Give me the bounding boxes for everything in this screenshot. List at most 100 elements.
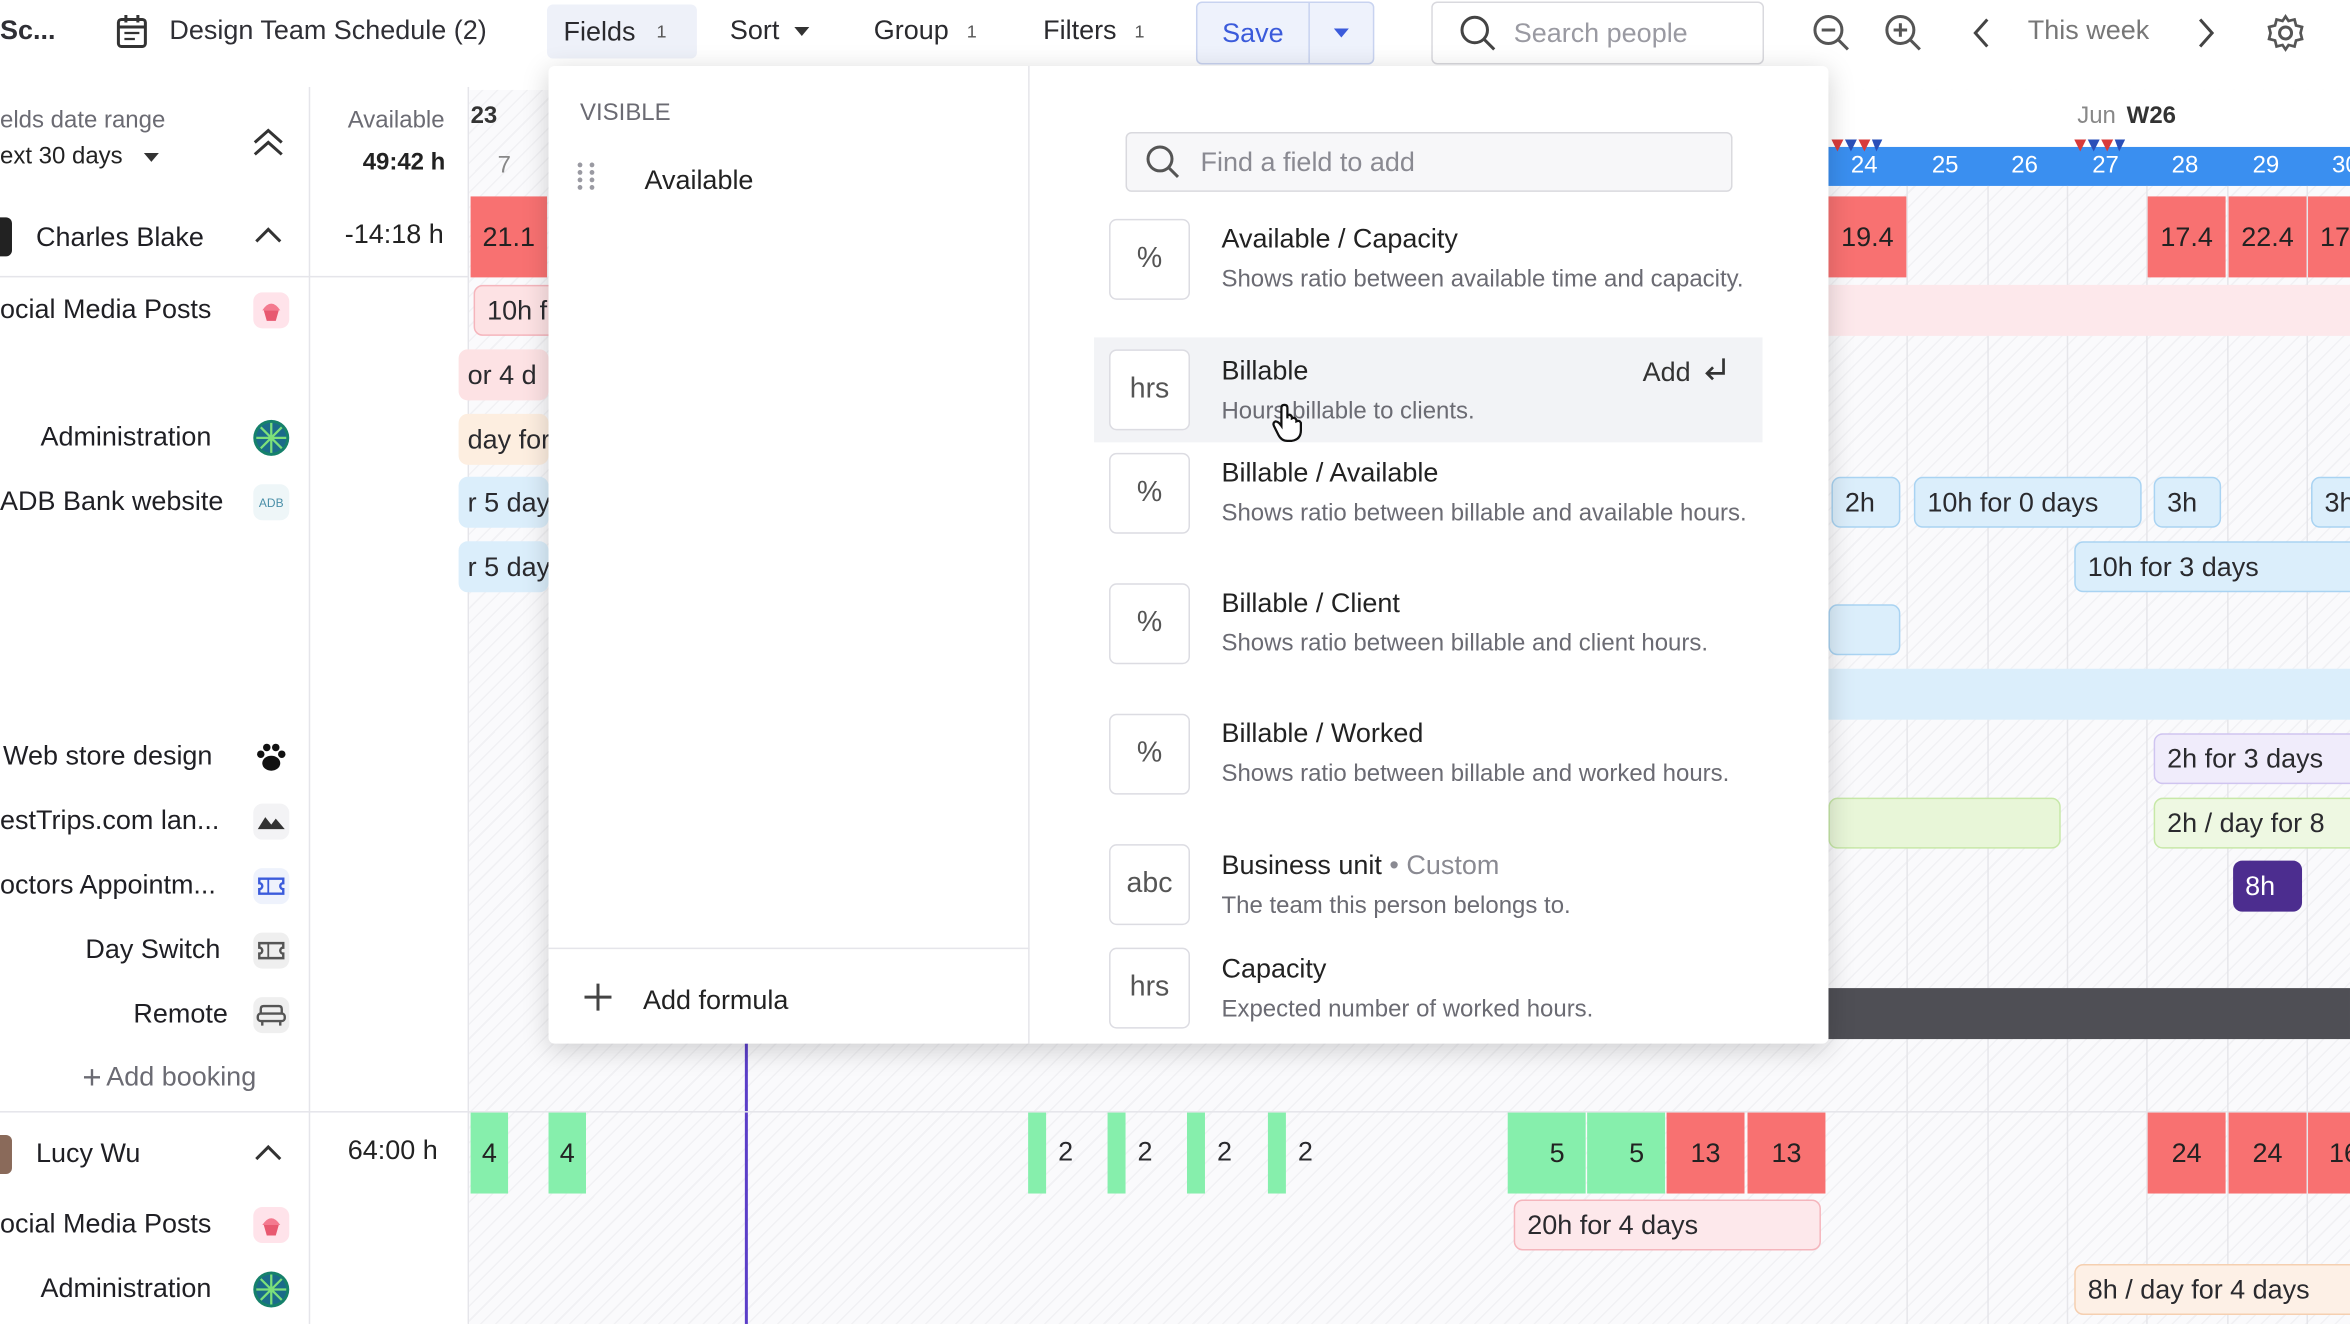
save-options-button[interactable]	[1310, 28, 1373, 38]
calendar-icon	[115, 13, 148, 56]
search-placeholder: Search people	[1513, 17, 1688, 48]
capacity-cell[interactable]	[1186, 1112, 1205, 1194]
people-panel: elds date range ext 30 days Available 49…	[0, 86, 470, 1324]
cupcake-icon	[253, 1207, 290, 1244]
project-web-store-design[interactable]: Web store design	[2, 740, 213, 771]
booking-bar[interactable]	[1828, 284, 2350, 336]
capacity-cell[interactable]: 21.1	[470, 196, 548, 278]
capacity-cell[interactable]	[1107, 1112, 1126, 1194]
capacity-cell[interactable]: 24	[2147, 1112, 2226, 1194]
adb-logo-icon: ADB	[253, 484, 290, 521]
booking-bar[interactable]: 10h for 0 days	[1913, 476, 2142, 528]
top-toolbar: Sc... Design Team Schedule (2) Fields 1 …	[0, 0, 2350, 66]
booking-bar[interactable]: day for	[458, 413, 549, 465]
capacity-cell[interactable]: 13	[1666, 1112, 1745, 1194]
gear-icon[interactable]	[2266, 13, 2305, 59]
percent-icon: %	[1109, 218, 1190, 300]
project-day-switch[interactable]: Day Switch	[85, 934, 221, 965]
booking-bar[interactable]	[1828, 797, 2061, 849]
project-administration[interactable]: Administration	[40, 1272, 212, 1303]
capacity-cell[interactable]	[1028, 1112, 1047, 1194]
field-option-billable-client[interactable]: % Billable / Client Shows ratio between …	[1094, 583, 1762, 706]
filters-button[interactable]: Filters 1	[1043, 15, 1144, 46]
collapse-all-icon[interactable]	[250, 126, 286, 166]
capacity-cell[interactable]: 17	[2308, 196, 2350, 278]
visible-field-item[interactable]: Available	[549, 150, 1030, 210]
add-formula-button[interactable]: Add formula	[582, 981, 788, 1021]
add-booking-button[interactable]: + Add booking	[82, 1060, 256, 1093]
find-field-input[interactable]: Find a field to add	[1125, 131, 1733, 192]
globe-icon	[253, 1271, 290, 1308]
booking-bar[interactable]: 8h / day for 4 days	[2074, 1263, 2350, 1315]
schedule-name[interactable]: Design Team Schedule (2)	[169, 14, 487, 45]
booking-bar[interactable]: 3h	[2311, 476, 2350, 528]
project-administration[interactable]: Administration	[40, 421, 212, 452]
capacity-cell[interactable]: 13	[1747, 1112, 1826, 1194]
booking-bar[interactable]: 2h	[1831, 476, 1901, 528]
drag-handle-icon[interactable]	[576, 160, 597, 200]
chevron-up-icon[interactable]	[253, 225, 283, 253]
save-button[interactable]: Save	[1222, 17, 1284, 48]
capacity-cell[interactable]: 24	[2228, 1112, 2307, 1194]
booking-bar[interactable]: 10h for 3 days	[2074, 541, 2350, 593]
sort-button[interactable]: Sort	[730, 15, 810, 46]
booking-bar[interactable]: r 5 day	[458, 541, 549, 593]
capacity-cell[interactable]: 22.4	[2228, 196, 2307, 278]
zoom-out-icon[interactable]	[1812, 13, 1851, 59]
capacity-cell[interactable]	[1267, 1112, 1286, 1194]
booking-bar[interactable]: or 4 d	[458, 349, 549, 401]
filters-count-badge: 1	[1134, 20, 1145, 42]
person-row-lucy-wu[interactable]: Lucy Wu 64:00 h	[0, 1111, 470, 1192]
date-range-select[interactable]: ext 30 days	[0, 144, 159, 171]
fields-dropdown: VISIBLE Available Add formula Find a fie…	[548, 65, 1829, 1044]
week-days-bar	[1828, 146, 2350, 186]
capacity-cell[interactable]: 19.4	[1828, 196, 1907, 278]
search-people-input[interactable]: Search people	[1431, 1, 1764, 65]
fields-button[interactable]: Fields 1	[547, 4, 697, 59]
project-besttrips-landing[interactable]: estTrips.com lan...	[0, 805, 220, 836]
project-remote[interactable]: Remote	[133, 998, 228, 1029]
field-option-capacity[interactable]: hrs Capacity Expected number of worked h…	[1094, 947, 1762, 1041]
person-row-charles-blake[interactable]: Charles Blake -14:18 h	[0, 196, 470, 278]
booking-bar[interactable]: 20h for 4 days	[1513, 1199, 1821, 1251]
capacity-value: 2	[1216, 1136, 1232, 1167]
capacity-cell[interactable]: 5	[1507, 1112, 1586, 1194]
holiday-flag-icon	[1831, 135, 1883, 152]
field-option-available-capacity[interactable]: % Available / Capacity Shows ratio betwe…	[1094, 218, 1762, 342]
project-social-media-posts[interactable]: ocial Media Posts	[0, 293, 212, 324]
booking-bar[interactable]: r 5 day	[458, 476, 549, 528]
project-adb-bank-website[interactable]: ADB Bank website	[0, 485, 224, 516]
project-doctors-appointments[interactable]: octors Appointm...	[0, 869, 216, 900]
field-option-business-unit[interactable]: abc Business unit • Custom The team this…	[1094, 844, 1762, 937]
chevron-right-icon[interactable]	[2196, 16, 2217, 56]
chevron-left-icon[interactable]	[1971, 16, 1992, 56]
zoom-in-icon[interactable]	[1884, 13, 1923, 59]
booking-bar[interactable]: 2h for 3 days	[2153, 733, 2350, 785]
field-option-billable[interactable]: hrs Billable Hours billable to clients. …	[1094, 337, 1763, 443]
day-25: 25	[1931, 152, 1959, 179]
booking-bar[interactable]: 3h	[2153, 476, 2222, 528]
visible-fields-panel: VISIBLE Available Add formula	[548, 65, 1030, 1044]
field-option-billable-worked[interactable]: % Billable / Worked Shows ratio between …	[1094, 713, 1762, 837]
this-week-button[interactable]: This week	[2027, 14, 2150, 45]
capacity-cell[interactable]: 17.4	[2147, 196, 2226, 278]
capacity-cell[interactable]: 4	[548, 1112, 586, 1194]
booking-bar[interactable]: 8h	[2233, 860, 2303, 912]
project-social-media-posts[interactable]: ocial Media Posts	[0, 1208, 212, 1239]
capacity-cell[interactable]: 16	[2308, 1112, 2350, 1194]
globe-icon	[253, 419, 290, 456]
field-option-description: Shows ratio between billable and worked …	[1221, 761, 1730, 788]
field-option-description: Shows ratio between available time and c…	[1221, 266, 1744, 293]
booking-bar[interactable]	[1828, 604, 1901, 656]
day-30: 30	[2332, 152, 2350, 179]
capacity-cell[interactable]: 5	[1587, 1112, 1666, 1194]
booking-bar[interactable]	[1828, 668, 2350, 720]
chevron-up-icon[interactable]	[253, 1143, 283, 1171]
day-28: 28	[2171, 152, 2199, 179]
capacity-cell[interactable]: 4	[470, 1112, 509, 1194]
group-button[interactable]: Group 1	[874, 15, 977, 46]
booking-bar[interactable]: 2h / day for 8	[2153, 797, 2350, 849]
field-option-billable-available[interactable]: % Billable / Available Shows ratio betwe…	[1094, 452, 1762, 576]
today-marker	[744, 1043, 748, 1324]
add-field-hint[interactable]: Add	[1643, 355, 1728, 389]
